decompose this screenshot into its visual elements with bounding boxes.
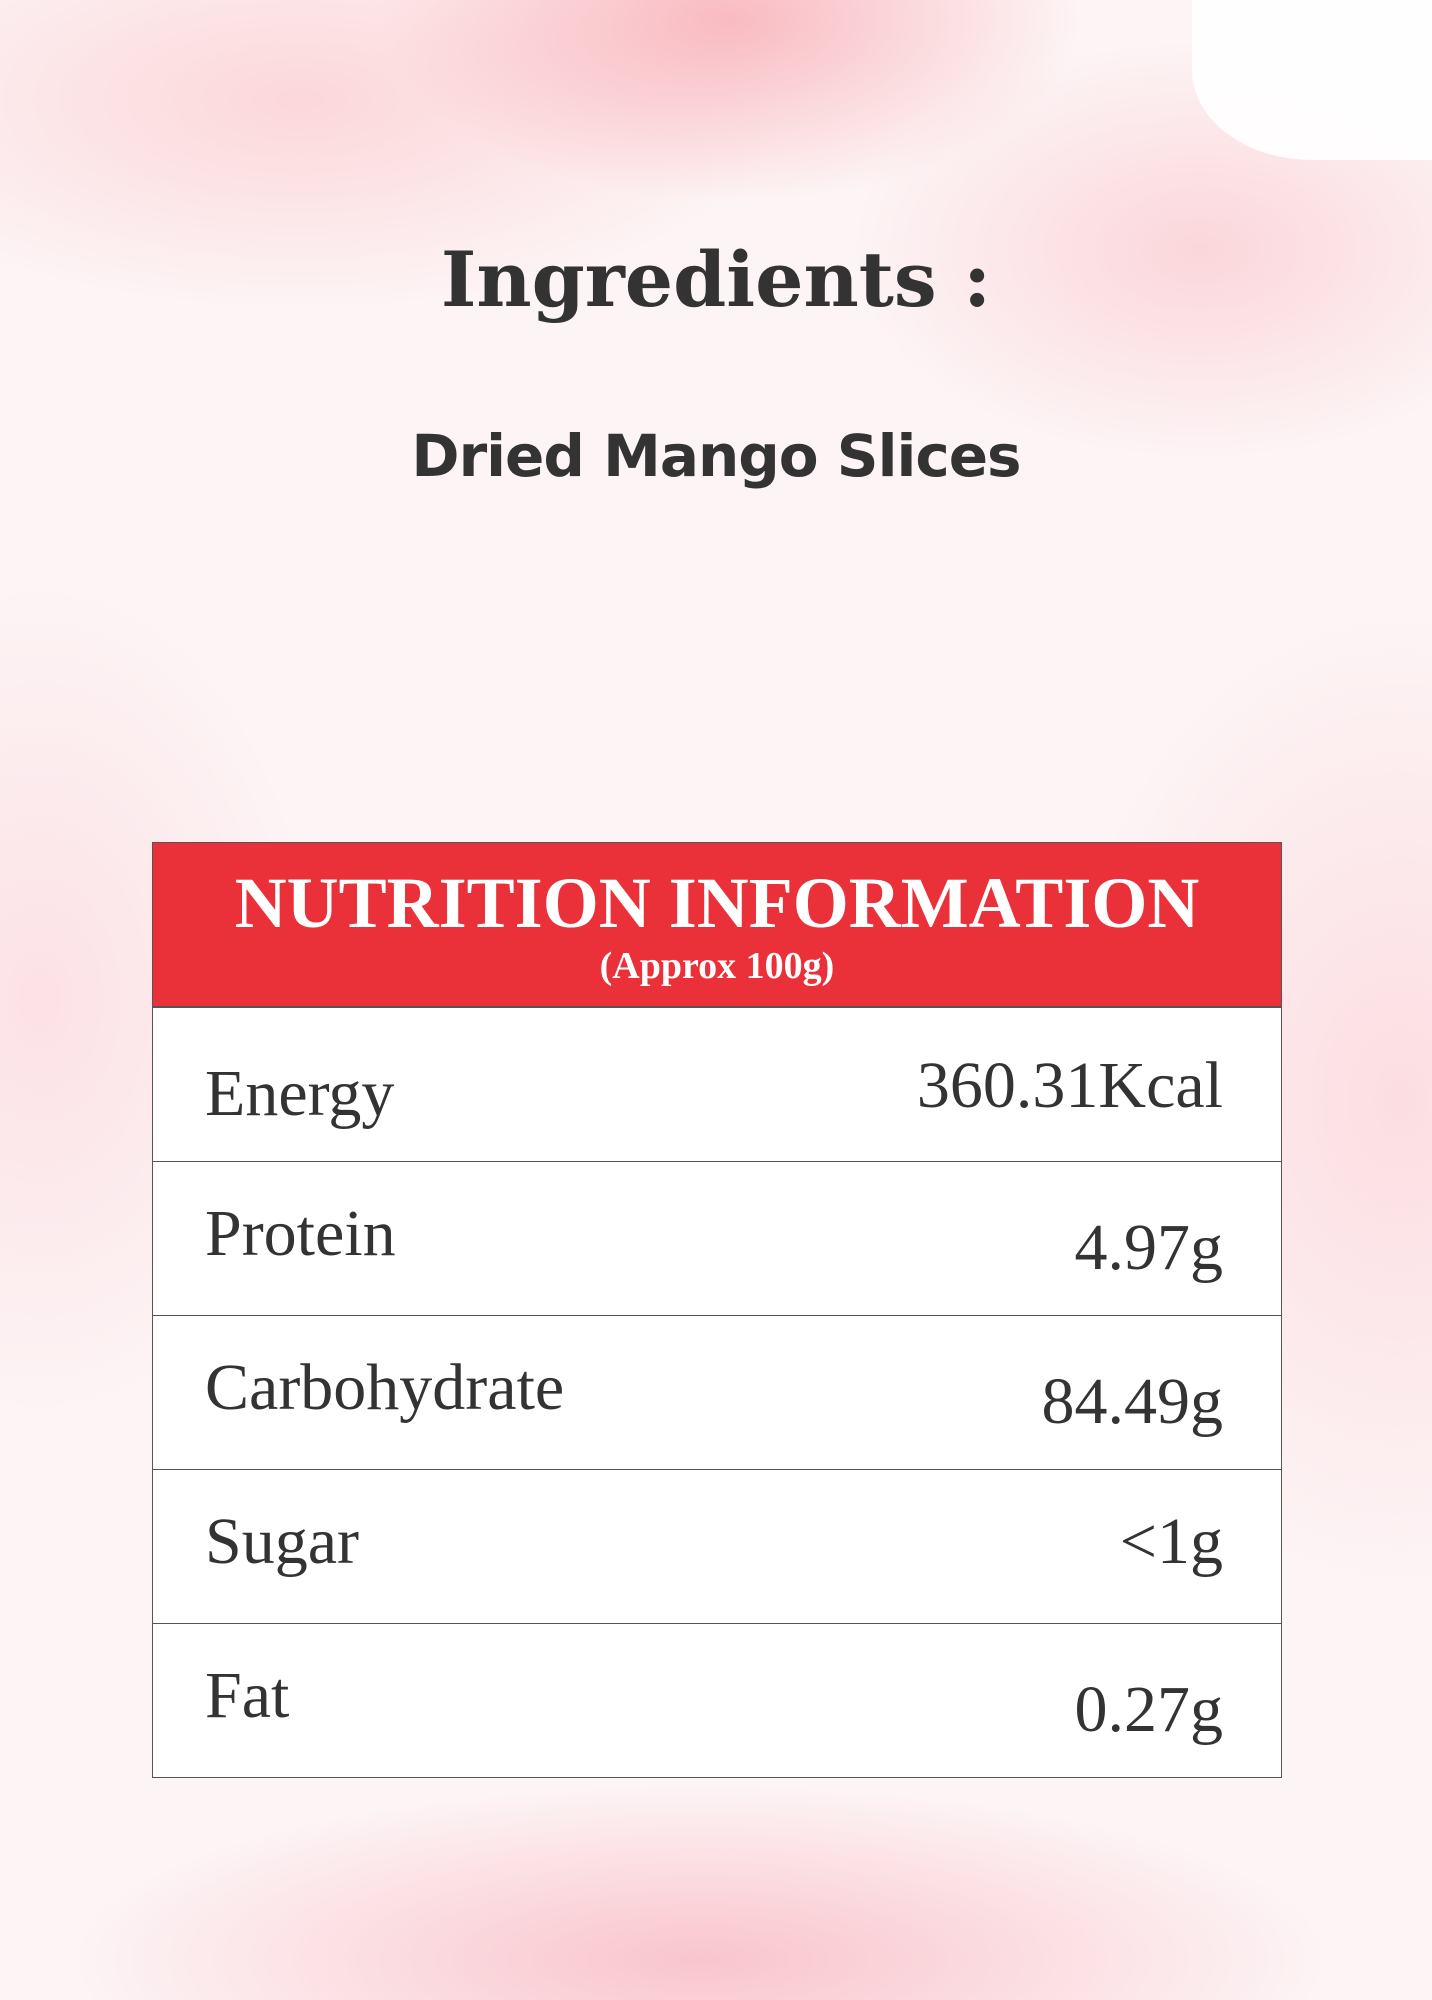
row-value: 4.97g <box>1074 1211 1224 1284</box>
row-value: 360.31Kcal <box>916 1049 1223 1122</box>
table-row: Carbohydrate 84.49g <box>153 1316 1281 1470</box>
row-label: Energy <box>205 1057 395 1130</box>
nutrition-table: NUTRITION INFORMATION (Approx 100g) Ener… <box>152 842 1282 1778</box>
row-label: Sugar <box>205 1505 359 1578</box>
nutrition-subtitle: (Approx 100g) <box>599 945 835 987</box>
row-value: 84.49g <box>1041 1365 1224 1438</box>
row-label: Carbohydrate <box>205 1351 565 1424</box>
nutrition-header: NUTRITION INFORMATION (Approx 100g) <box>153 843 1281 1008</box>
row-value: 0.27g <box>1074 1673 1224 1746</box>
row-value: <1g <box>1119 1505 1223 1578</box>
table-row: Sugar <1g <box>153 1470 1281 1624</box>
row-label: Fat <box>205 1659 290 1732</box>
nutrition-title: NUTRITION INFORMATION <box>234 863 1200 943</box>
row-label: Protein <box>205 1197 396 1270</box>
ingredients-title: Ingredients : <box>440 235 992 324</box>
ingredients-text: Dried Mango Slices <box>411 422 1021 490</box>
table-row: Protein 4.97g <box>153 1162 1281 1316</box>
background-splash <box>1192 0 1432 160</box>
table-row: Energy 360.31Kcal <box>153 1008 1281 1162</box>
table-row: Fat 0.27g <box>153 1624 1281 1777</box>
